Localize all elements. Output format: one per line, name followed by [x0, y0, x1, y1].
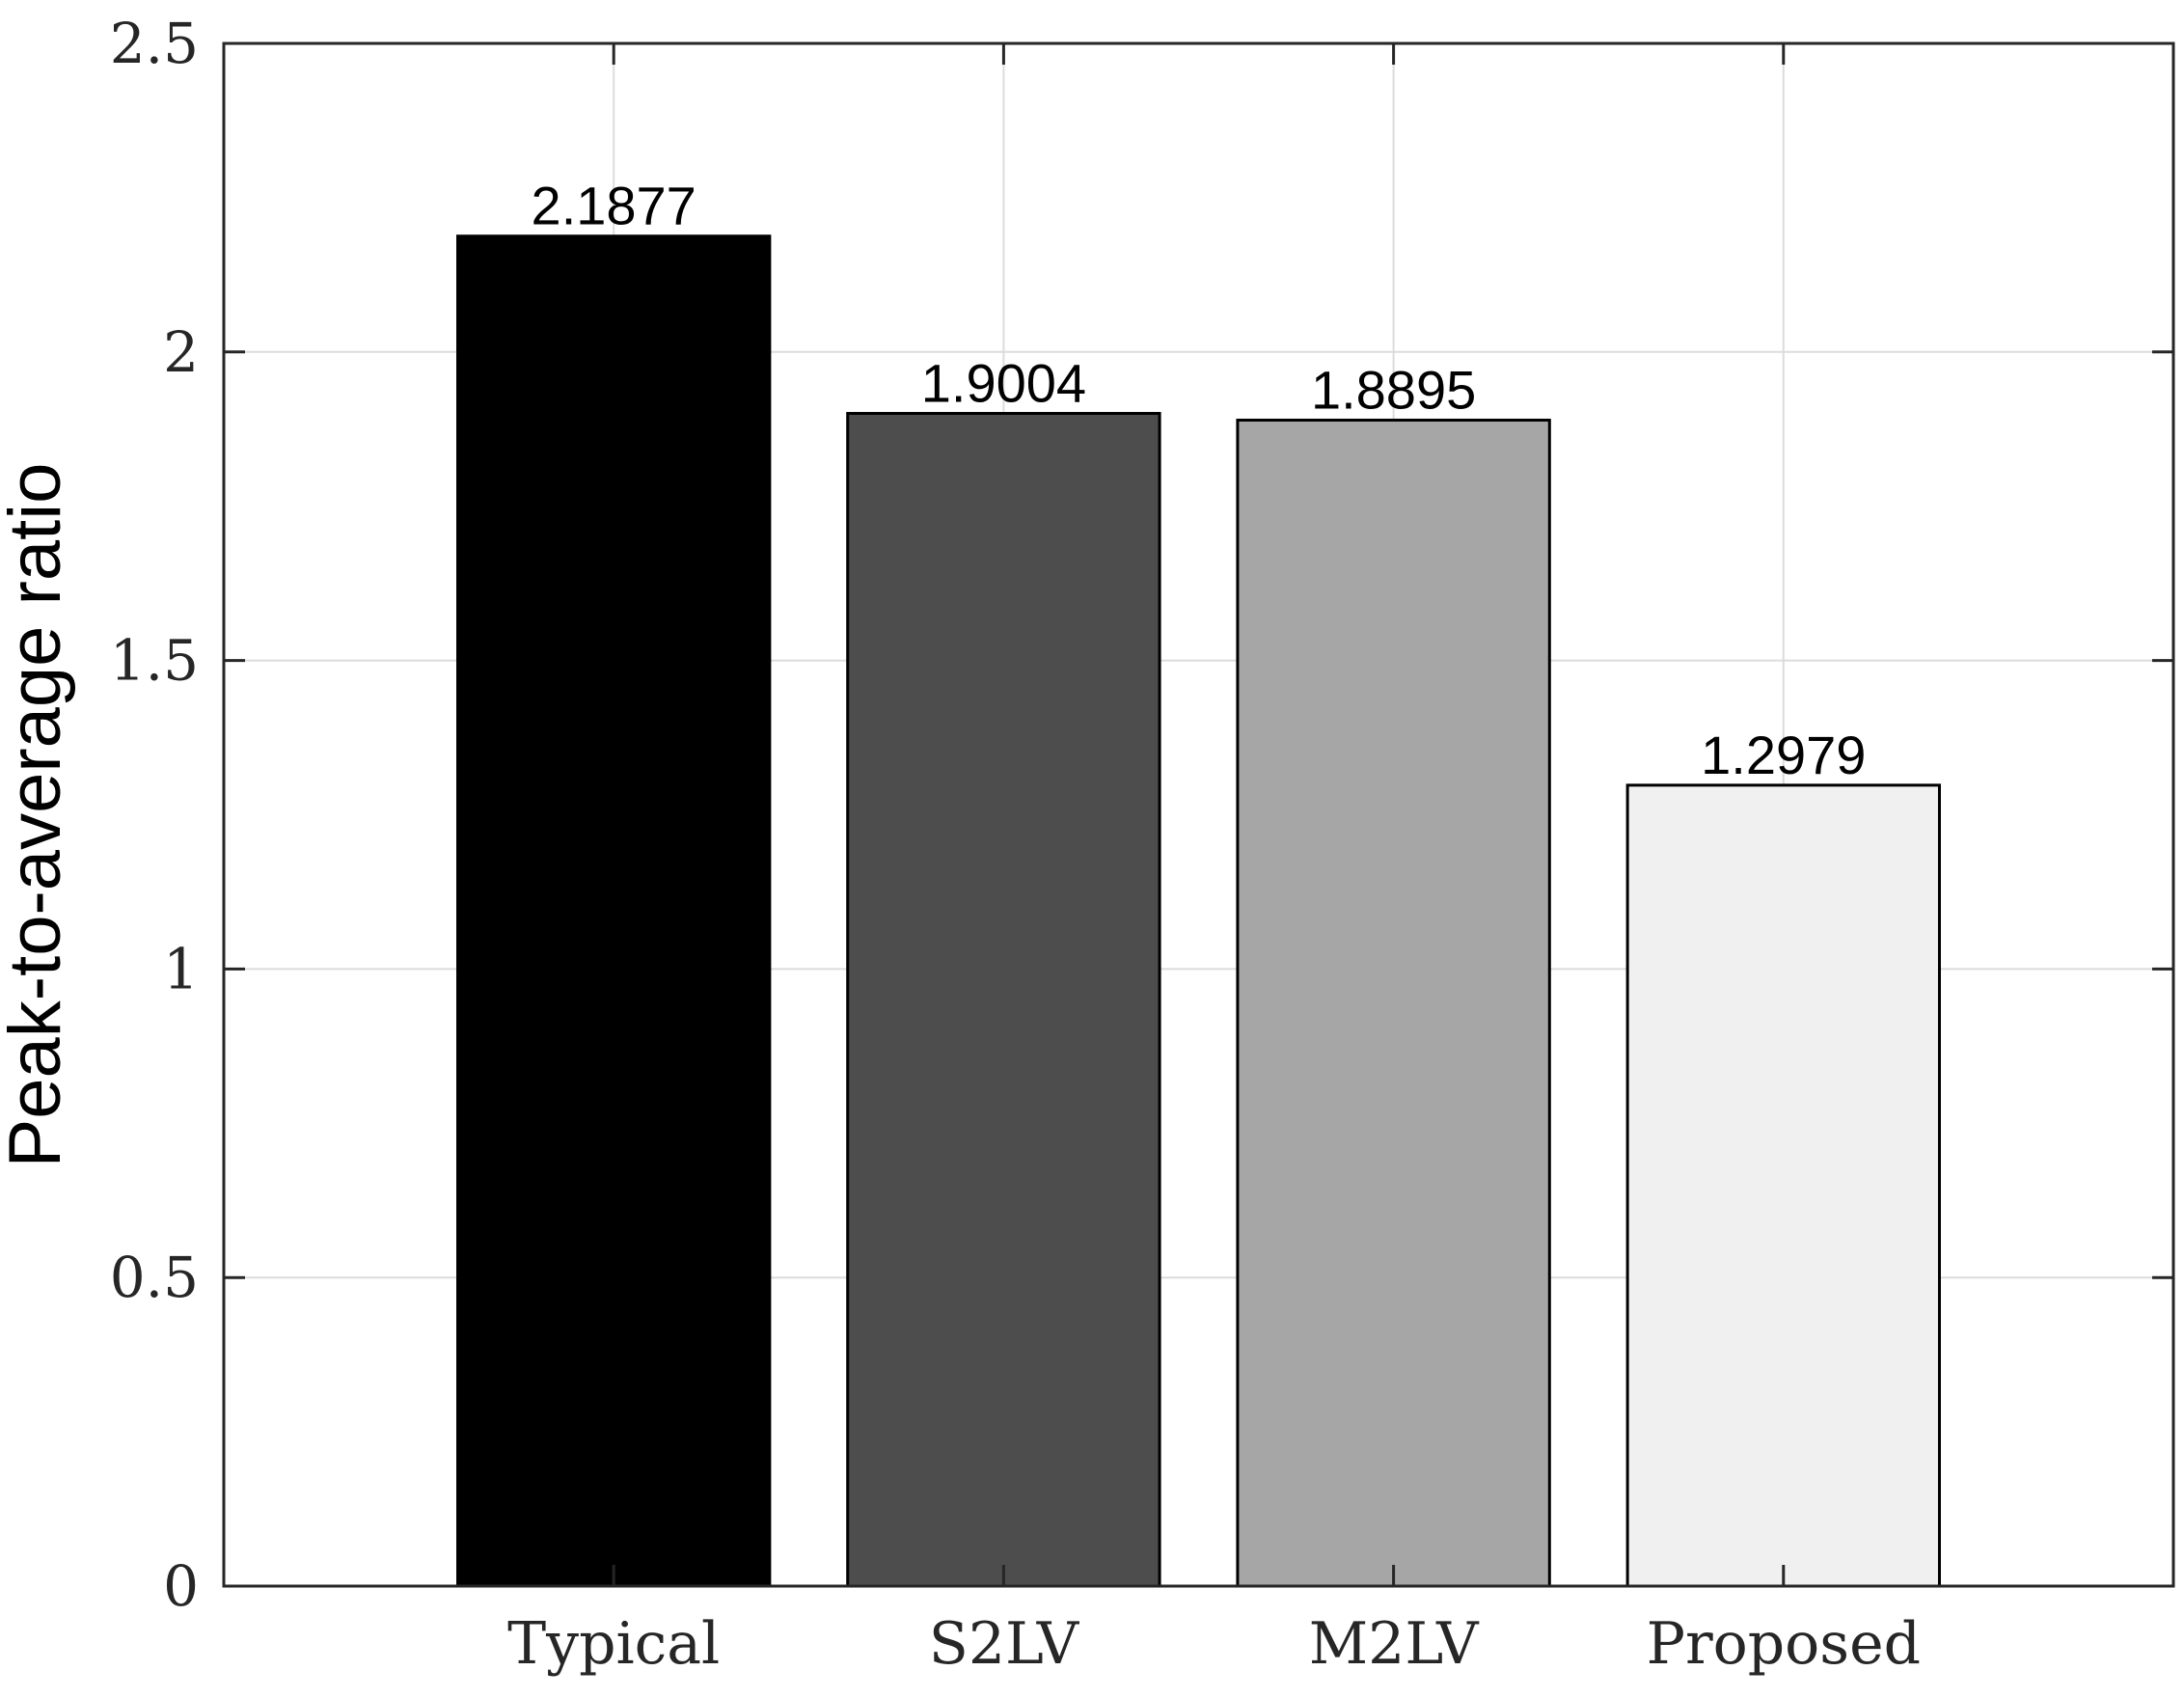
bar-s2lv [846, 412, 1161, 1588]
y-tick-label: 0.5 [110, 1245, 199, 1310]
x-tick-label: Typical [507, 1610, 720, 1678]
data-label: 2.1877 [532, 176, 696, 236]
y-tick-label: 2.5 [110, 11, 199, 76]
bar-typical [456, 234, 772, 1588]
x-tick-label: M2LV [1309, 1610, 1480, 1678]
bar-m2lv [1236, 418, 1551, 1588]
y-axis-label: Peak-to-average ratio [0, 463, 76, 1168]
bar-proposed [1625, 783, 1941, 1588]
axis-ticks: 0 0.5 1 1.5 2 2.5 Typical S2LV M2LV Proposed [110, 11, 2173, 1678]
data-labels: 2.1877 1.9004 1.8895 1.2979 [532, 176, 1867, 785]
y-tick-label: 2 [163, 319, 199, 385]
y-tick-label: 0 [163, 1553, 199, 1619]
bars [456, 234, 1941, 1588]
x-tick-label: Proposed [1647, 1610, 1921, 1678]
data-label: 1.9004 [921, 353, 1086, 414]
data-label: 1.8895 [1311, 359, 1476, 420]
data-label: 1.2979 [1701, 725, 1866, 785]
plot-frame [222, 41, 2175, 1588]
y-tick-label: 1.5 [110, 628, 199, 694]
y-tick-label: 1 [163, 936, 199, 1001]
x-tick-label: S2LV [929, 1610, 1080, 1678]
